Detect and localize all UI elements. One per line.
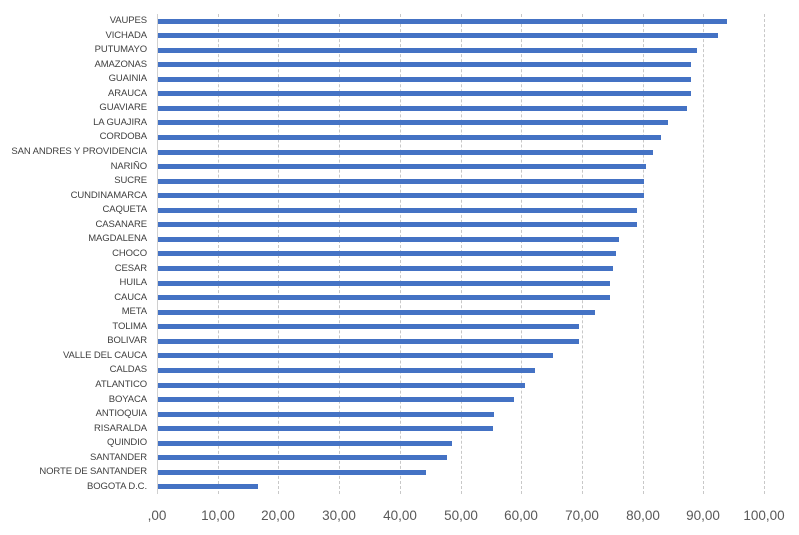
category-label: CASANARE	[95, 219, 148, 230]
x-tick-label: 50,00	[444, 508, 478, 523]
x-tick-label: 80,00	[626, 508, 660, 523]
bar	[158, 150, 653, 155]
category-label: ARAUCA	[108, 88, 147, 99]
bar	[158, 193, 644, 198]
bar	[158, 164, 646, 169]
category-label: QUINDIO	[107, 437, 147, 448]
bar	[158, 339, 579, 344]
x-tick-label: 60,00	[504, 508, 538, 523]
x-tick-label: 20,00	[261, 508, 295, 523]
bar	[158, 441, 452, 446]
x-tick-label: 10,00	[201, 508, 235, 523]
bar	[158, 33, 718, 38]
bar	[158, 412, 494, 417]
bar	[158, 135, 662, 140]
gridline	[643, 14, 644, 494]
bar	[158, 484, 259, 489]
bar	[158, 310, 596, 315]
category-label: GUAINIA	[108, 73, 147, 84]
bar	[158, 368, 536, 373]
bar	[158, 251, 616, 256]
bar	[158, 62, 692, 67]
category-label: VAUPES	[109, 15, 147, 26]
bar	[158, 295, 610, 300]
category-label: CAQUETA	[102, 204, 147, 215]
bar	[158, 106, 687, 111]
bar	[158, 120, 669, 125]
bar	[158, 237, 619, 242]
category-label: SAN ANDRES Y PROVIDENCIA	[11, 146, 147, 157]
category-label: LA GUAJIRA	[93, 117, 147, 128]
bar	[158, 208, 638, 213]
bar	[158, 281, 610, 286]
x-tick-label: 90,00	[686, 508, 720, 523]
bar	[158, 324, 580, 329]
bar	[158, 19, 727, 24]
bar	[158, 353, 553, 358]
category-label: AMAZONAS	[94, 59, 147, 70]
x-tick-label: 40,00	[383, 508, 417, 523]
category-label: CORDOBA	[99, 131, 147, 142]
category-label: VALLE DEL CAUCA	[62, 350, 147, 361]
bar	[158, 266, 613, 271]
category-label: CUNDINAMARCA	[70, 190, 147, 201]
category-label: ATLANTICO	[95, 379, 147, 390]
category-axis-line	[157, 14, 158, 494]
bar	[158, 470, 426, 475]
bar	[158, 77, 692, 82]
bar	[158, 48, 698, 53]
category-label: BOYACA	[108, 394, 147, 405]
category-label: CESAR	[114, 263, 147, 274]
bar	[158, 426, 493, 431]
category-label: CAUCA	[114, 292, 147, 303]
category-label: VICHADA	[105, 30, 147, 41]
category-label: MAGDALENA	[88, 233, 147, 244]
category-label: SANTANDER	[90, 452, 147, 463]
category-label: BOLIVAR	[107, 335, 147, 346]
category-label: BOGOTA D.C.	[87, 481, 147, 492]
category-label: ANTIOQUIA	[95, 408, 147, 419]
bar	[158, 179, 644, 184]
x-tick-label: 70,00	[565, 508, 599, 523]
bar	[158, 397, 514, 402]
bar	[158, 455, 448, 460]
category-label: NARIÑO	[110, 161, 147, 172]
category-label: TOLIMA	[112, 321, 147, 332]
category-label: META	[121, 306, 147, 317]
gridline	[703, 14, 704, 494]
category-label: NORTE DE SANTANDER	[39, 466, 147, 477]
bar	[158, 383, 526, 388]
x-tick-label: 100,00	[743, 508, 785, 523]
category-label: HUILA	[119, 277, 148, 288]
category-label: CHOCO	[112, 248, 147, 259]
bar	[158, 91, 692, 96]
category-label: CALDAS	[109, 364, 148, 375]
gridline	[764, 14, 765, 494]
bar	[158, 222, 637, 227]
category-label: PUTUMAYO	[94, 44, 147, 55]
category-label: GUAVIARE	[99, 102, 147, 113]
x-tick-label: 30,00	[322, 508, 356, 523]
category-label: SUCRE	[114, 175, 147, 186]
x-tick-label: ,00	[147, 508, 167, 523]
category-label: RISARALDA	[94, 423, 147, 434]
